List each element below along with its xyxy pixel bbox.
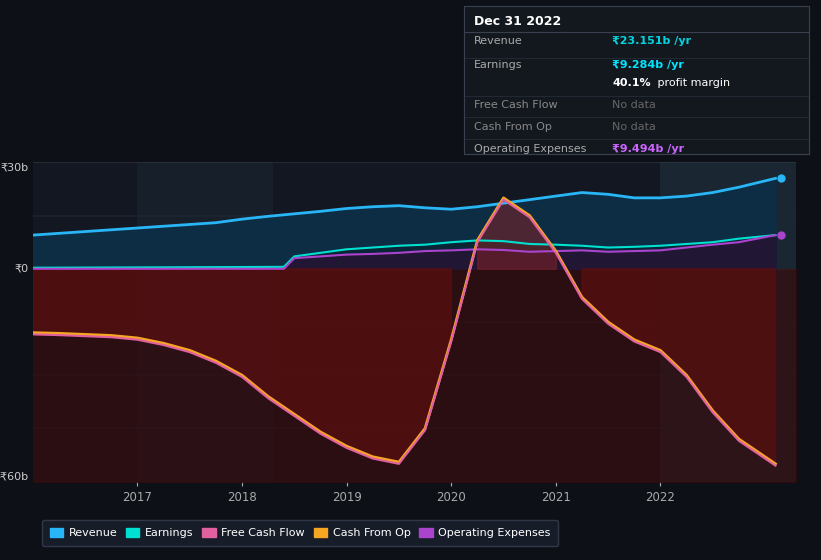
Text: Cash From Op: Cash From Op	[475, 122, 552, 132]
Text: No data: No data	[612, 100, 656, 110]
Text: Dec 31 2022: Dec 31 2022	[475, 15, 562, 27]
Text: ₹30b: ₹30b	[1, 162, 29, 172]
Text: ₹23.151b /yr: ₹23.151b /yr	[612, 36, 691, 46]
Text: -₹60b: -₹60b	[0, 472, 29, 482]
Text: profit margin: profit margin	[654, 78, 730, 87]
Text: No data: No data	[612, 122, 656, 132]
Legend: Revenue, Earnings, Free Cash Flow, Cash From Op, Operating Expenses: Revenue, Earnings, Free Cash Flow, Cash …	[42, 520, 558, 546]
Bar	[137, 162, 273, 482]
Text: Earnings: Earnings	[475, 60, 523, 70]
Text: ₹0: ₹0	[15, 264, 29, 274]
Text: ₹9.284b /yr: ₹9.284b /yr	[612, 60, 684, 70]
Text: Free Cash Flow: Free Cash Flow	[475, 100, 557, 110]
Bar	[660, 162, 796, 482]
Text: Operating Expenses: Operating Expenses	[475, 144, 586, 155]
Text: ₹9.494b /yr: ₹9.494b /yr	[612, 144, 684, 155]
Text: 40.1%: 40.1%	[612, 78, 651, 87]
Text: Revenue: Revenue	[475, 36, 523, 46]
